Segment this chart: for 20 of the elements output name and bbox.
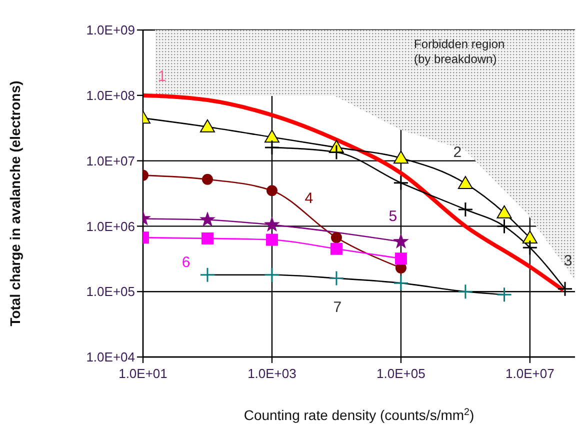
series-label: 4 [304,190,314,208]
x-axis-title: Counting rate density (counts/s/mm$^{2}$) [244,406,474,423]
series-label: 7 [333,298,342,316]
y-tick-label: 1.0E+09 [86,22,135,38]
x-tick-label: 1.0E+01 [118,366,168,382]
y-tick-label: 1.0E+07 [86,153,135,168]
y-tick-label: 1.0E+06 [86,218,135,234]
x-tick-label: 1.0E+03 [248,366,296,382]
y-axis-title: Total charge in avalanche (electrons) [7,80,23,326]
series-label: 3 [564,252,572,270]
y-tick-label: 1.0E+08 [86,88,135,104]
annotation: Forbidden region (by breakdown) [414,37,505,66]
x-tick-label: 1.0E+07 [506,366,554,382]
series-label: 2 [453,144,462,161]
series-label: 1 [158,68,166,85]
x-tick-label: 1.0E+05 [376,366,426,382]
y-tick-label: 1.0E+05 [86,284,135,300]
y-tick-label: 1.0E+04 [86,350,135,365]
series-label: 5 [388,208,398,226]
series-label: 6 [182,254,190,272]
